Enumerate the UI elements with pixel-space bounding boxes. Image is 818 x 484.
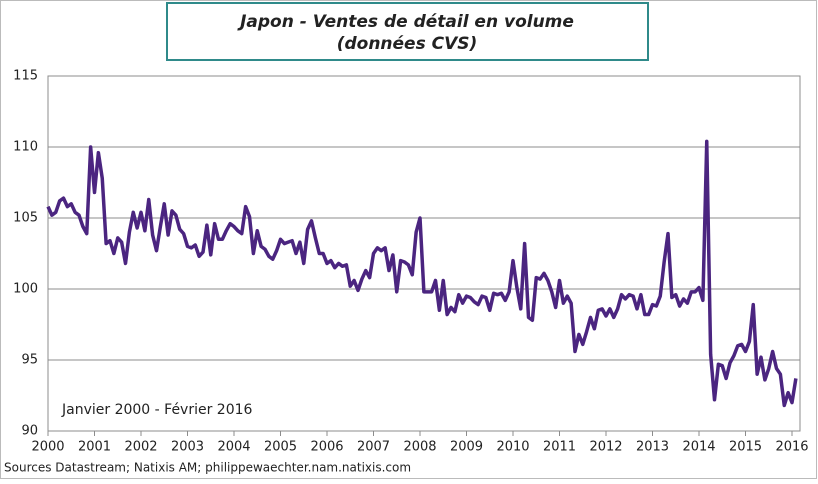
- x-tick-label: 2007: [357, 440, 390, 455]
- annotation: Janvier 2000 - Février 2016: [61, 402, 253, 418]
- y-tick-label: 115: [13, 69, 38, 84]
- y-tick-label: 95: [21, 353, 38, 368]
- x-tick-label: 2013: [636, 440, 669, 455]
- chart-subtitle: (données CVS): [337, 34, 478, 54]
- x-tick-label: 2003: [171, 440, 204, 455]
- x-tick-label: 2008: [403, 440, 436, 455]
- y-tick-label: 105: [13, 211, 38, 226]
- source: Sources Datastream; Natixis AM; philippe…: [4, 461, 411, 475]
- x-tick-label: 2015: [729, 440, 762, 455]
- x-tick-label: 2004: [217, 440, 250, 455]
- x-tick-label: 2006: [310, 440, 343, 455]
- x-tick-label: 2014: [682, 440, 715, 455]
- x-tick-label: 2002: [124, 440, 157, 455]
- y-tick-label: 100: [13, 282, 38, 297]
- x-tick-label: 2000: [31, 440, 64, 455]
- title-box: [166, 2, 649, 61]
- x-tick-label: 2010: [496, 440, 529, 455]
- x-tick-label: 2011: [543, 440, 576, 455]
- x-tick-label: 2009: [450, 440, 483, 455]
- y-tick-label: 110: [13, 140, 38, 155]
- x-tick-label: 2005: [264, 440, 297, 455]
- x-tick-label: 2001: [78, 440, 111, 455]
- x-tick-label: 2012: [589, 440, 622, 455]
- series-line: [46, 139, 798, 408]
- y-tick-label: 90: [21, 424, 38, 439]
- chart-title: Japon - Ventes de détail en volume: [237, 12, 574, 32]
- x-tick-label: 2016: [775, 440, 808, 455]
